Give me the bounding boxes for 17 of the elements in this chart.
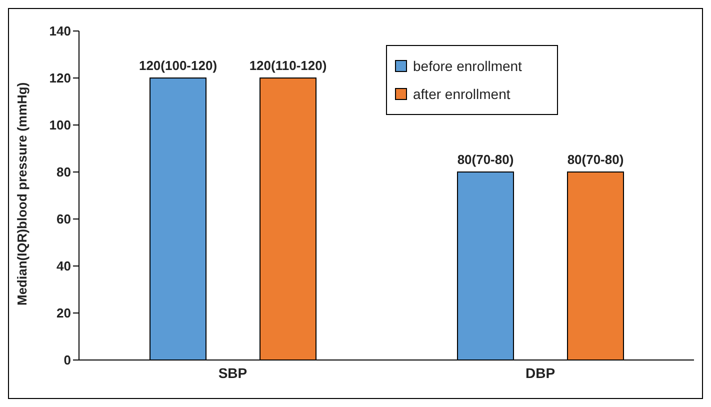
y-tick-label: 100: [49, 118, 71, 133]
x-tick-label: DBP: [525, 364, 556, 381]
y-tick-label: 20: [56, 306, 71, 321]
y-tick-label: 40: [56, 258, 71, 274]
data-label: 80(70-80): [567, 152, 624, 167]
y-axis-title: Median(IQR)blood pressure (mmHg): [14, 82, 30, 306]
legend-label: after enrollment: [413, 86, 510, 102]
y-tick-label: 0: [64, 352, 71, 368]
data-label: 120(100-120): [138, 58, 218, 73]
y-tick-label: 60: [56, 212, 71, 227]
data-label: 120(110-120): [249, 58, 327, 73]
y-tick-label: 120: [49, 70, 71, 86]
legend-label: before enrollment: [413, 58, 522, 74]
y-tick-label: 80: [56, 164, 71, 180]
data-label: 80(70-80): [457, 152, 514, 167]
x-tick-label: SBP: [218, 364, 248, 381]
y-tick-label: 140: [49, 24, 71, 39]
